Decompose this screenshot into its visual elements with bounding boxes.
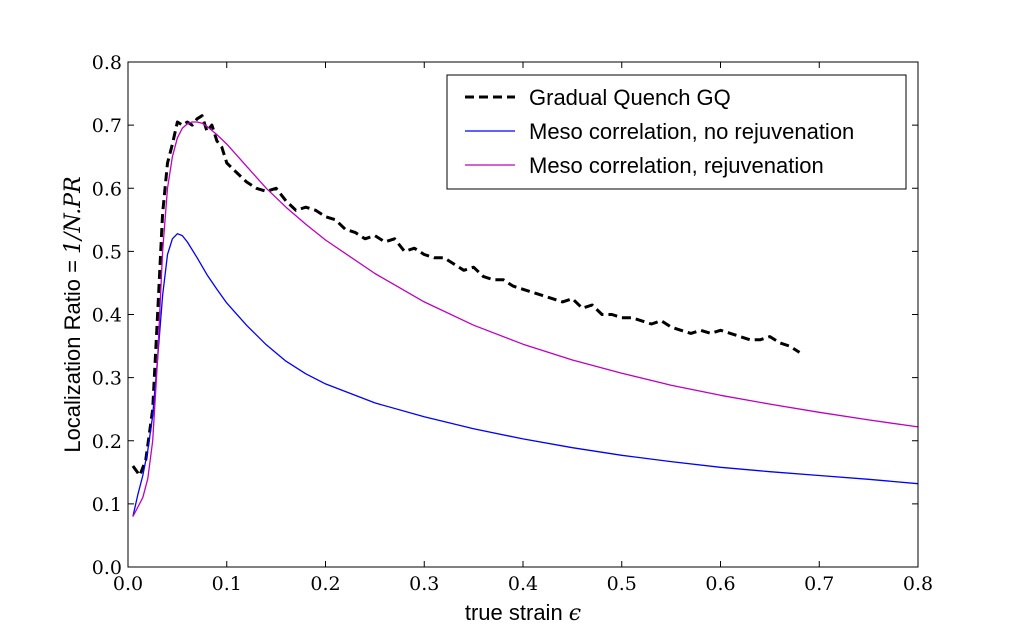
y-tick-label: 0.7 (92, 115, 122, 137)
y-tick-label: 0.1 (92, 494, 122, 516)
x-tick-label: 0.2 (310, 573, 340, 595)
x-tick-label: 0.3 (409, 573, 439, 595)
legend-label-3: Meso correlation, rejuvenation (529, 153, 824, 178)
legend-box (446, 74, 907, 190)
series-line-3 (132, 121, 918, 517)
y-axis-title-symbol: 1/N.PR (61, 176, 86, 254)
legend-label-1: Gradual Quench GQ (529, 85, 731, 110)
legend: Gradual Quench GQ Meso correlation, no re… (446, 74, 907, 190)
x-axis-title-symbol: ϵ (569, 601, 581, 626)
y-axis-title-text: Localization Ratio = (60, 254, 85, 453)
y-tick-label: 0.6 (92, 178, 122, 200)
y-tick-label: 0.5 (92, 241, 122, 263)
y-tick-label: 0.0 (92, 557, 122, 579)
series-line-1 (131, 114, 801, 477)
y-tick-label: 0.8 (92, 52, 122, 74)
x-tick-label: 0.1 (212, 573, 242, 595)
series-line-2 (132, 233, 918, 517)
y-tick-label: 0.3 (92, 368, 122, 390)
x-tick-label: 0.5 (607, 573, 637, 595)
y-tick-label: 0.4 (92, 305, 122, 327)
x-tick-label: 0.8 (903, 573, 933, 595)
x-axis-title-text: true strain (465, 600, 569, 625)
x-tick-label: 0.7 (804, 573, 834, 595)
legend-label-2: Meso correlation, no rejuvenation (529, 119, 854, 144)
axes: 0.0 0.1 0.2 0.3 0.4 0.5 0.6 0.7 0.8 0.0 0.1 0.2 0.3 0… (60, 52, 933, 626)
x-axis-title: true strain ϵ (465, 600, 581, 626)
x-tick-label: 0.4 (508, 573, 538, 595)
y-axis-title: Localization Ratio = 1/N.PR (60, 176, 86, 452)
plot-area (131, 114, 918, 517)
y-tick-label: 0.2 (92, 431, 122, 453)
x-tick-label: 0.6 (705, 573, 735, 595)
x-tick-label: 0.0 (113, 573, 143, 595)
